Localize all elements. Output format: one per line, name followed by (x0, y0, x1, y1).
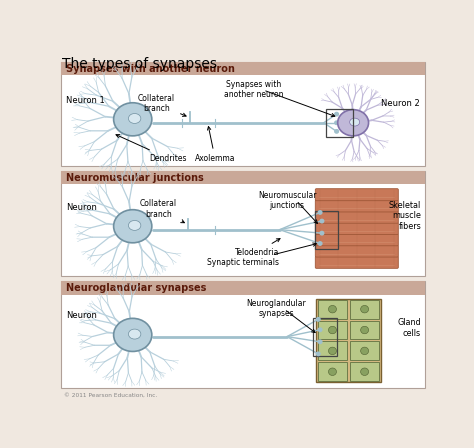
FancyBboxPatch shape (315, 223, 398, 234)
Text: Synapses with another neuron: Synapses with another neuron (66, 64, 235, 74)
Bar (318, 321, 347, 340)
Circle shape (335, 121, 338, 125)
Text: Skeletal
muscle
fibers: Skeletal muscle fibers (389, 201, 421, 231)
Bar (313, 318, 337, 356)
FancyBboxPatch shape (315, 211, 398, 223)
Bar (318, 362, 347, 381)
Circle shape (320, 220, 324, 223)
Bar (61, 281, 425, 388)
Circle shape (318, 211, 322, 214)
Text: Neuromuscular junctions: Neuromuscular junctions (66, 172, 204, 183)
Bar (350, 341, 379, 360)
Bar (318, 341, 347, 360)
Text: Axolemma: Axolemma (195, 126, 235, 163)
Bar (318, 300, 347, 319)
FancyBboxPatch shape (315, 245, 398, 257)
Bar (315, 211, 338, 249)
Bar (61, 171, 425, 276)
Text: Dendrites: Dendrites (116, 134, 187, 163)
Bar (61, 171, 425, 184)
Circle shape (335, 112, 338, 116)
Ellipse shape (114, 103, 152, 136)
Text: Neuron 2: Neuron 2 (381, 99, 419, 108)
Text: Synapses with
another neuron: Synapses with another neuron (224, 80, 284, 99)
Bar (350, 300, 379, 319)
FancyBboxPatch shape (315, 234, 398, 246)
Ellipse shape (350, 118, 360, 126)
Bar (61, 62, 425, 76)
Bar (61, 62, 425, 166)
Text: Neuroglandular
synapses: Neuroglandular synapses (246, 299, 306, 318)
Circle shape (328, 326, 337, 334)
FancyBboxPatch shape (315, 189, 398, 201)
FancyBboxPatch shape (315, 200, 398, 212)
Circle shape (335, 129, 338, 133)
Circle shape (328, 368, 337, 375)
Bar (326, 109, 353, 137)
Ellipse shape (114, 319, 152, 352)
Circle shape (316, 318, 320, 321)
Ellipse shape (337, 110, 369, 136)
Circle shape (316, 352, 320, 356)
Text: Collateral
branch: Collateral branch (140, 199, 184, 223)
Text: Neuron: Neuron (66, 311, 97, 320)
Ellipse shape (128, 329, 141, 339)
Text: Neuron: Neuron (66, 203, 97, 212)
FancyBboxPatch shape (315, 256, 398, 268)
Ellipse shape (128, 220, 141, 230)
Ellipse shape (128, 113, 141, 124)
Ellipse shape (114, 210, 152, 243)
Circle shape (328, 306, 337, 313)
Bar (350, 321, 379, 340)
Circle shape (318, 328, 322, 332)
Bar (350, 362, 379, 381)
Text: Neuron 1: Neuron 1 (66, 96, 105, 105)
Circle shape (320, 232, 324, 235)
Circle shape (328, 347, 337, 355)
Text: © 2011 Pearson Education, Inc.: © 2011 Pearson Education, Inc. (64, 393, 157, 398)
Text: Telodendria: Telodendria (236, 239, 280, 257)
Bar (61, 281, 425, 294)
Circle shape (318, 340, 322, 344)
Text: The types of synapses: The types of synapses (62, 57, 217, 71)
Text: Neuromuscular
junctions: Neuromuscular junctions (258, 191, 316, 211)
Circle shape (318, 242, 322, 245)
Text: Gland
cells: Gland cells (398, 318, 421, 338)
Circle shape (361, 306, 369, 313)
Text: Neuroglandular synapses: Neuroglandular synapses (66, 283, 206, 293)
Circle shape (361, 326, 369, 334)
Text: Collateral
branch: Collateral branch (138, 94, 186, 116)
Circle shape (361, 347, 369, 355)
Bar (316, 299, 381, 382)
Circle shape (361, 368, 369, 375)
Text: Synaptic terminals: Synaptic terminals (207, 243, 316, 267)
